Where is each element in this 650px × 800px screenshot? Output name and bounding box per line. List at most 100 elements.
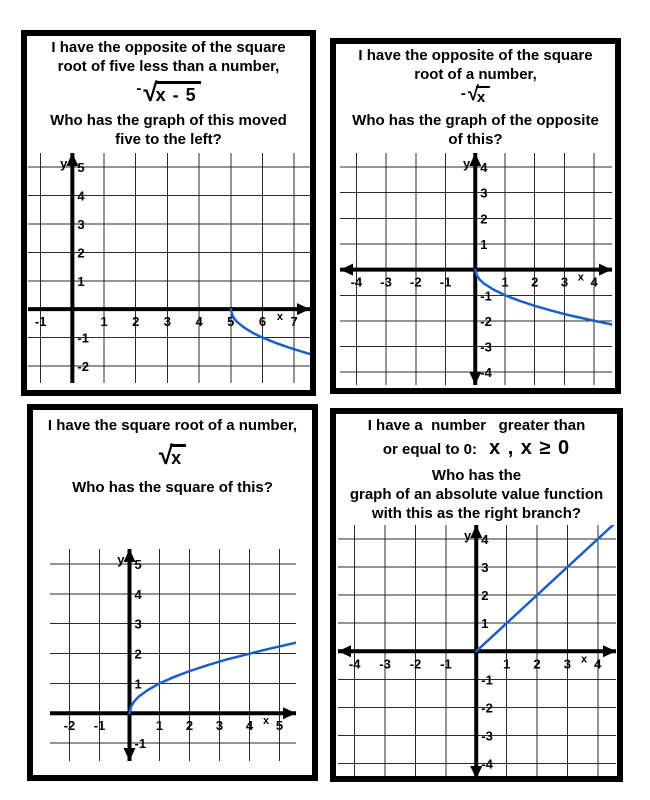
y-tick-label: 5 [134,557,141,572]
axis-arrow-xl [339,263,353,276]
question-line: five to the left? [115,131,222,148]
y-tick-label: 2 [134,647,141,662]
axis-arrow-yt [65,153,78,166]
y-tick-label: -2 [480,314,492,329]
grid [49,549,296,761]
x-tick-label: 4 [594,656,602,671]
graph-neg-sqrt-x-minus-5: -1 1 2 3 4 5 6 7 -2 -1 1 2 3 4 5 y x [27,153,310,383]
graph-y-equals-x-right-branch: -4 -3 -2 -1 1 2 3 4 -4 -3 -2 -1 1 2 3 4 y x [337,520,617,776]
x-tick-label: 6 [258,314,265,329]
x-tick-label: 3 [163,314,170,329]
x-axis-letter: x [577,272,584,284]
x-tick-label: 7 [290,314,297,329]
radical-expression: √ x [159,442,187,468]
formula-sqrt-x: √ x [159,442,187,468]
radicand: x [475,86,491,105]
grid [27,153,310,383]
x-tick-label: -4 [350,275,362,290]
y-axis-letter: y [60,156,68,171]
formula-x-geq-0-row: or equal to 0: x , x ≥ 0 [383,436,570,462]
axis-arrow-xr [282,707,296,720]
y-tick-label: -1 [481,672,493,687]
x-tick-label: -1 [440,656,452,671]
axis-arrow-yt [468,153,481,166]
function-curve [229,307,310,356]
statement-line: I have the opposite of the square [51,39,286,56]
axis-arrow-yt [123,549,135,562]
question-line: Who has the graph of this moved [50,112,287,129]
y-tick-label: 5 [77,160,84,175]
radicand: x - 5 [154,81,201,105]
y-tick-label: 3 [481,560,488,575]
y-tick-label: -3 [481,728,493,743]
axis-arrow-yt [469,525,482,538]
y-tick-label: 4 [77,189,85,204]
x-tick-label: 3 [560,275,567,290]
y-tick-label: -1 [77,331,89,346]
x-tick-label: -1 [439,275,451,290]
x-tick-label: -1 [34,314,46,329]
axis-arrow-yb [123,748,135,761]
y-tick-label: -4 [481,757,493,772]
graph-neg-sqrt-x: -4 -3 -2 -1 1 2 3 4 -4 -3 -2 -1 1 2 3 4 y x [339,153,613,385]
y-tick-label: 4 [481,532,489,547]
radical-sign: √ [143,77,158,107]
y-tick-label: -1 [134,736,146,751]
statement-line: root of a number, [414,66,537,83]
axis-arrow-xl [337,645,351,658]
question-line: Who has the graph of the opposite [352,112,599,129]
y-tick-label: 1 [481,616,488,631]
axis-arrow-yb [469,766,482,776]
y-tick-label: 3 [77,217,84,232]
y-tick-label: -4 [480,365,492,380]
y-tick-label: 4 [134,587,142,602]
axes [27,153,310,383]
x-tick-label: 4 [245,718,253,733]
axes [49,549,296,761]
y-tick-label: 1 [134,676,141,691]
x-tick-label: 2 [533,656,540,671]
x-tick-label: -4 [348,656,360,671]
axis-arrow-yb [468,372,481,385]
axis-arrow-xr [598,263,612,276]
card-x-greater-equal-zero: I have a number greater than or equal to… [330,408,623,782]
x-tick-label: 3 [215,718,222,733]
radical-expression: √ x [468,84,491,105]
card-opposite-sqrt: I have the opposite of the square root o… [330,38,621,394]
x-tick-label: 3 [563,656,570,671]
graph-sqrt-x: -2 -1 1 2 3 4 5 -1 1 2 3 4 5 y x [49,549,297,761]
y-tick-label: -1 [480,288,492,303]
x-axis-letter: x [262,715,269,727]
y-tick-label: 4 [480,160,488,175]
x-axis-letter: x [276,311,283,323]
x-tick-label: -2 [409,656,421,671]
y-tick-label: 1 [480,237,487,252]
statement-line: root of five less than a number, [57,58,280,75]
x-tick-label: 2 [132,314,139,329]
card-sqrt: I have the square root of a number, √ x … [27,404,318,781]
x-tick-label: 1 [501,275,508,290]
question-line: with this as the right branch? [371,505,582,522]
x-axis-letter: x [581,653,588,665]
x-tick-label: 2 [185,718,192,733]
radical-expression: √ x - 5 [143,77,201,107]
function-curve [474,520,617,653]
x-tick-label: 5 [275,718,282,733]
x-tick-label: 5 [227,314,234,329]
minus-sign: - [460,85,466,102]
inequality-formula: x , x ≥ 0 [489,437,571,459]
question-line: Who has the square of this? [72,479,273,496]
card-opposite-sqrt-shifted: I have the opposite of the square root o… [21,30,316,396]
minus-sign: - [136,80,142,97]
y-tick-label: 1 [77,274,84,289]
x-tick-label: 2 [531,275,538,290]
x-tick-label: 1 [155,718,162,733]
y-tick-label: -2 [77,359,89,374]
y-tick-label: 3 [480,186,487,201]
axis-arrow-xr [602,645,616,658]
